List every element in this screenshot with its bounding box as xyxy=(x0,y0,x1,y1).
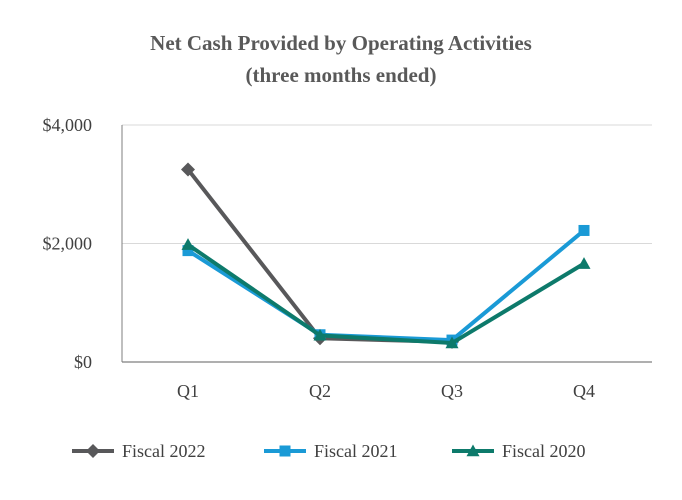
series-fiscal-2022 xyxy=(181,162,459,349)
legend-marker xyxy=(86,444,100,458)
data-point xyxy=(181,238,195,250)
legend-entry: Fiscal 2020 xyxy=(452,441,586,461)
x-tick-label: Q4 xyxy=(573,381,595,401)
legend: Fiscal 2022 Fiscal 2021 Fiscal 2020 xyxy=(72,441,586,461)
x-tick-label: Q2 xyxy=(309,381,331,401)
legend-marker xyxy=(466,444,480,457)
x-tick-labels: Q1 Q2 Q3 Q4 xyxy=(177,381,595,401)
gridlines xyxy=(122,124,652,244)
series-line xyxy=(186,243,586,346)
series-line xyxy=(186,168,453,344)
legend-marker xyxy=(279,445,291,457)
data-point xyxy=(313,328,327,341)
legend-label: Fiscal 2021 xyxy=(314,441,398,461)
axes xyxy=(121,125,652,363)
data-point xyxy=(445,336,459,349)
data-point xyxy=(577,257,591,269)
y-tick-label: $2,000 xyxy=(43,234,93,254)
data-point xyxy=(181,162,195,177)
legend-entry: Fiscal 2021 xyxy=(264,441,398,461)
legend-label: Fiscal 2022 xyxy=(122,441,206,461)
data-point xyxy=(578,224,590,236)
y-tick-labels: $0 $2,000 $4,000 xyxy=(43,115,93,372)
y-tick-label: $4,000 xyxy=(43,115,93,135)
y-tick-label: $0 xyxy=(74,352,92,372)
chart-title: Net Cash Provided by Operating Activitie… xyxy=(150,31,532,55)
x-tick-label: Q3 xyxy=(441,381,463,401)
series-lines xyxy=(181,162,591,349)
series-fiscal-2020 xyxy=(181,238,591,349)
chart-subtitle: (three months ended) xyxy=(246,63,437,87)
data-point xyxy=(182,245,194,257)
legend-entry: Fiscal 2022 xyxy=(72,441,206,461)
x-tick-label: Q1 xyxy=(177,381,199,401)
legend-label: Fiscal 2020 xyxy=(502,441,586,461)
